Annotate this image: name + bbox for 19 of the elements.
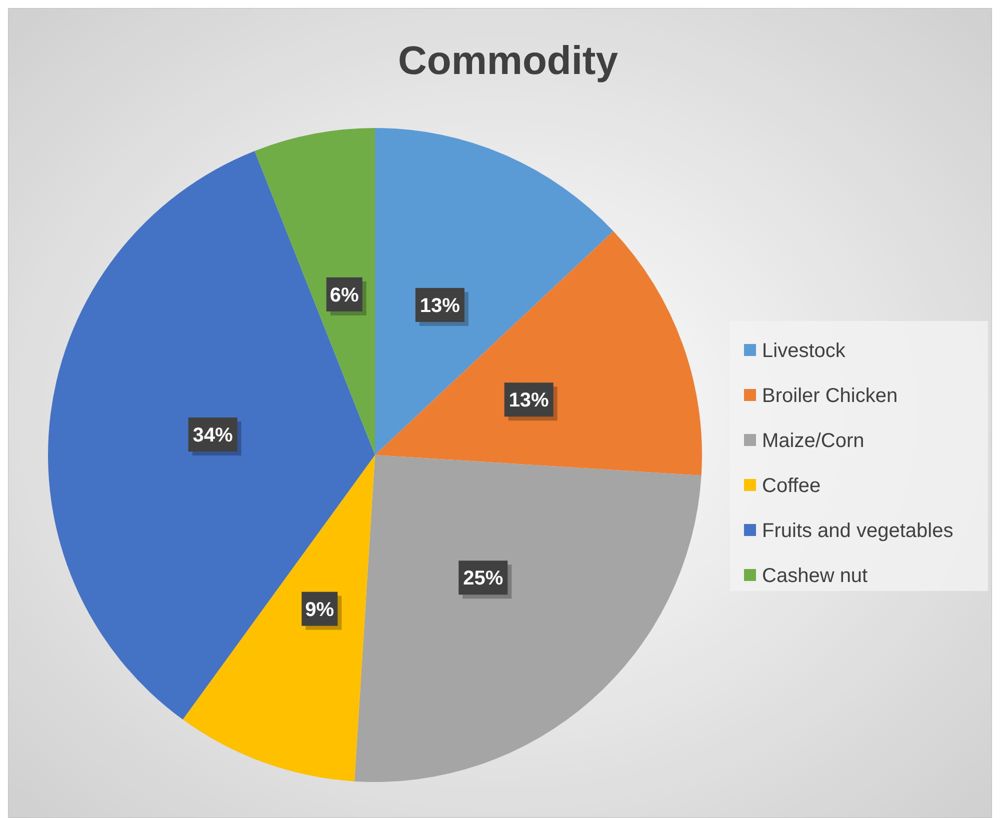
legend-label: Fruits and vegetables xyxy=(762,520,954,542)
data-label: 34% xyxy=(192,424,234,447)
pie-slice xyxy=(375,128,614,455)
chart-title: Commodity xyxy=(398,39,619,83)
pie-slice xyxy=(48,150,375,720)
legend-label: Cashew nut xyxy=(762,565,868,587)
pie-slice xyxy=(254,128,375,455)
data-label: 13% xyxy=(508,390,550,412)
pie-slice xyxy=(354,455,702,782)
legend-label: Livestock xyxy=(762,340,846,362)
data-label: 9% xyxy=(305,598,334,621)
pie-slice xyxy=(182,455,375,782)
legend-label: Broiler Chicken xyxy=(762,385,898,407)
data-label: 6% xyxy=(330,284,360,306)
data-label: 25% xyxy=(463,568,504,590)
legend-label: Coffee xyxy=(762,475,821,497)
data-label: 13% xyxy=(420,294,460,317)
pie-slice xyxy=(375,231,702,476)
legend-label: Maize/Corn xyxy=(762,430,864,452)
